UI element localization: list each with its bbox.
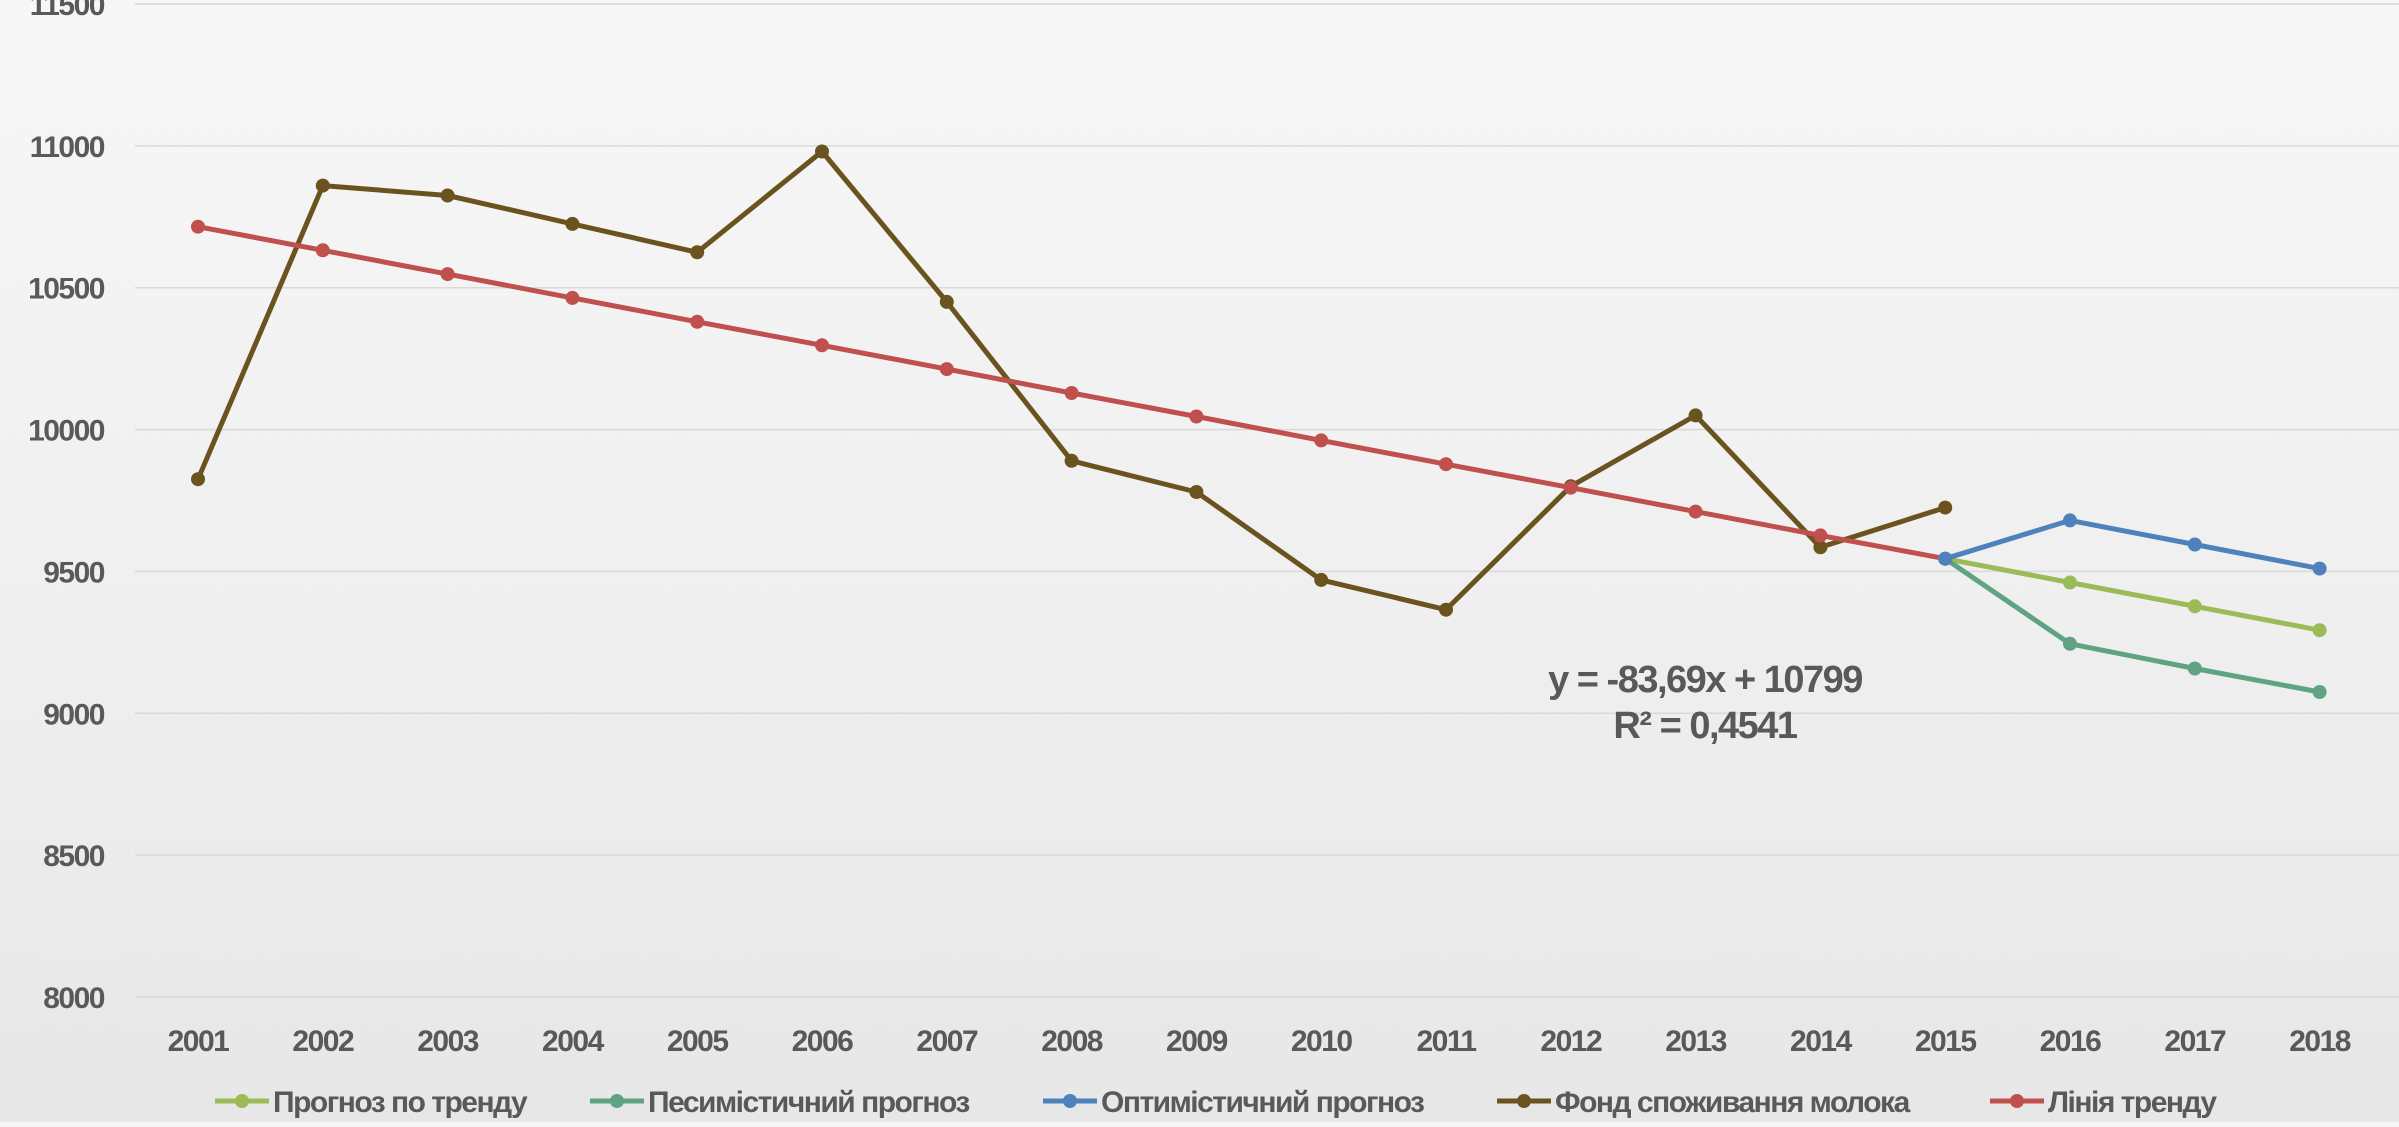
data-point [2187, 537, 2202, 552]
data-point [1439, 457, 1453, 472]
trend-equation: y = -83,69x + 10799 R² = 0,4541 [1548, 659, 1864, 747]
legend-label: Песимістичний прогноз [648, 1086, 969, 1119]
data-point [1938, 551, 1953, 566]
data-point [565, 290, 580, 305]
data-point [2187, 661, 2202, 676]
x-tick-label: 2016 [2040, 1025, 2102, 1058]
x-tick-label: 2001 [168, 1025, 230, 1058]
data-point [565, 216, 580, 231]
x-tick-label: 2012 [1540, 1025, 1602, 1058]
legend-item: Оптимістичний прогноз [1043, 1086, 1426, 1119]
x-tick-label: 2004 [542, 1025, 605, 1058]
data-point [815, 338, 829, 353]
data-point [2063, 513, 2077, 528]
y-tick-label: 9000 [43, 698, 105, 731]
data-point [315, 178, 330, 193]
y-tick-label: 10000 [28, 415, 105, 448]
data-point [2187, 599, 2202, 614]
data-point [1813, 540, 1828, 555]
legend-swatch-marker [2010, 1094, 2024, 1108]
data-point [1563, 480, 1578, 495]
legend-swatch-marker [1063, 1094, 1077, 1108]
y-tick-label: 9500 [43, 556, 105, 589]
x-tick-label: 2017 [2164, 1025, 2226, 1058]
data-point [315, 243, 330, 258]
legend-item: Прогноз по тренду [215, 1086, 530, 1119]
series-5 [191, 219, 1953, 566]
legend-item: Фонд споживання молока [1497, 1086, 1912, 1119]
y-tick-label: 11000 [30, 131, 105, 164]
data-point [1064, 453, 1079, 468]
data-point [1189, 485, 1204, 499]
x-tick-label: 2009 [1166, 1025, 1228, 1058]
x-tick-label: 2018 [2289, 1025, 2351, 1058]
series-line [1942, 556, 2323, 695]
x-tick-label: 2005 [667, 1025, 729, 1058]
legend-item: Лінія тренду [1990, 1086, 2219, 1119]
y-axis: 8000 8500 9000 9500 10000 10500 11000 11500 [28, 0, 106, 1015]
r-squared-text: R² = 0,4541 [1613, 705, 1797, 747]
x-tick-label: 2006 [792, 1025, 854, 1058]
data-point [2063, 575, 2077, 590]
data-point [1064, 386, 1079, 400]
data-point [2063, 636, 2077, 651]
data-point [1813, 528, 1828, 543]
data-point [939, 362, 954, 377]
data-point [690, 245, 705, 260]
x-tick-label: 2008 [1041, 1025, 1103, 1058]
series-line [195, 149, 1948, 613]
x-tick-label: 2010 [1291, 1025, 1353, 1058]
data-point [440, 188, 455, 203]
x-axis: 2001 2002 2003 2004 2005 2006 2007 2008 2009 2010… [168, 1025, 2353, 1058]
legend-swatch-marker [610, 1094, 624, 1108]
legend-item: Песимістичний прогноз [590, 1086, 971, 1119]
legend-label: Фонд споживання молока [1555, 1086, 1911, 1119]
x-tick-label: 2002 [292, 1025, 354, 1058]
series-line [1942, 556, 2323, 633]
legend-swatch-marker [235, 1094, 249, 1108]
x-tick-label: 2014 [1790, 1025, 1853, 1058]
legend-label: Прогноз по тренду [273, 1086, 528, 1119]
data-point [2312, 561, 2327, 576]
data-point [2312, 685, 2327, 699]
data-point [1688, 504, 1703, 519]
y-tick-label: 8000 [43, 982, 105, 1015]
legend-swatch-marker [1517, 1094, 1531, 1108]
x-tick-label: 2003 [417, 1025, 479, 1058]
series-4 [191, 144, 1953, 617]
y-tick-label: 8500 [43, 840, 105, 873]
series-3 [1938, 513, 2327, 576]
gridlines [135, 3, 2399, 998]
y-tick-label: 11500 [30, 0, 105, 22]
data-point [1314, 572, 1329, 587]
legend: Прогноз по тренду Песимістичний прогноз Оп… [215, 1086, 2219, 1119]
data-point [1189, 409, 1204, 424]
data-point [1938, 500, 1953, 515]
data-point [2312, 623, 2327, 638]
data-point [1688, 408, 1703, 423]
data-point [1439, 602, 1453, 617]
data-point [1314, 433, 1329, 448]
data-point [690, 314, 705, 329]
series-line [1942, 517, 2323, 572]
data-point [939, 294, 954, 309]
data-point [815, 144, 829, 159]
series-group [191, 144, 2327, 699]
x-tick-label: 2015 [1915, 1025, 1977, 1058]
trend-equation-text: y = -83,69x + 10799 [1548, 659, 1862, 701]
legend-label: Лінія тренду [2048, 1086, 2217, 1119]
y-tick-label: 10500 [28, 273, 105, 306]
legend-label: Оптимістичний прогноз [1101, 1086, 1424, 1119]
data-point [191, 472, 205, 487]
x-tick-label: 2011 [1416, 1025, 1476, 1058]
data-point [191, 219, 205, 234]
data-point [440, 267, 455, 282]
x-tick-label: 2007 [916, 1025, 978, 1058]
series-2 [1938, 551, 2327, 699]
x-tick-label: 2013 [1665, 1025, 1727, 1058]
